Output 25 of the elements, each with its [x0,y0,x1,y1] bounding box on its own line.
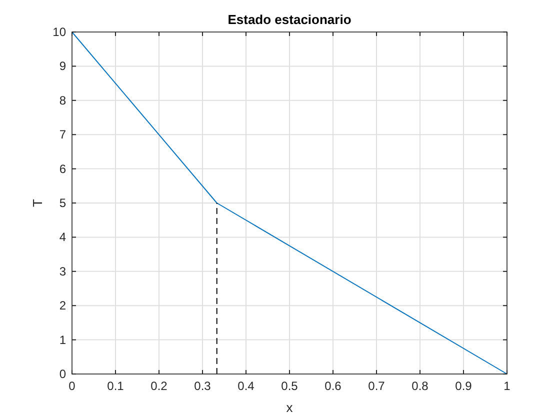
x-tick-label: 0.6 [324,379,342,393]
x-tick-label: 0.2 [150,379,168,393]
x-tick-label: 0.7 [368,379,386,393]
x-tick-label: 0.9 [455,379,472,393]
y-tick-label: 6 [59,162,66,176]
y-tick-label: 4 [59,230,66,244]
x-tick-label: 0.1 [107,379,124,393]
y-tick-label: 3 [59,264,66,278]
x-axis-title: x [286,400,294,415]
x-tick-label: 1 [504,379,511,393]
y-tick-label: 8 [59,93,66,108]
x-tick-label: 0.4 [238,379,255,393]
y-tick-label: 1 [59,332,66,347]
y-tick-label: 2 [59,298,66,313]
x-tick-label: 0.3 [194,379,212,393]
y-axis-title: T [30,198,45,207]
x-tick-label: 0 [68,379,76,393]
y-tick-label: 9 [59,59,66,74]
x-tick-label: 0.5 [281,379,298,393]
x-tick-label: 0.8 [412,379,429,393]
y-tick-label: 5 [59,196,66,210]
y-tick-label: 0 [59,367,66,381]
y-tick-label: 7 [59,128,66,142]
y-tick-label: 10 [52,25,66,39]
chart-title: Estado estacionario [228,12,352,27]
